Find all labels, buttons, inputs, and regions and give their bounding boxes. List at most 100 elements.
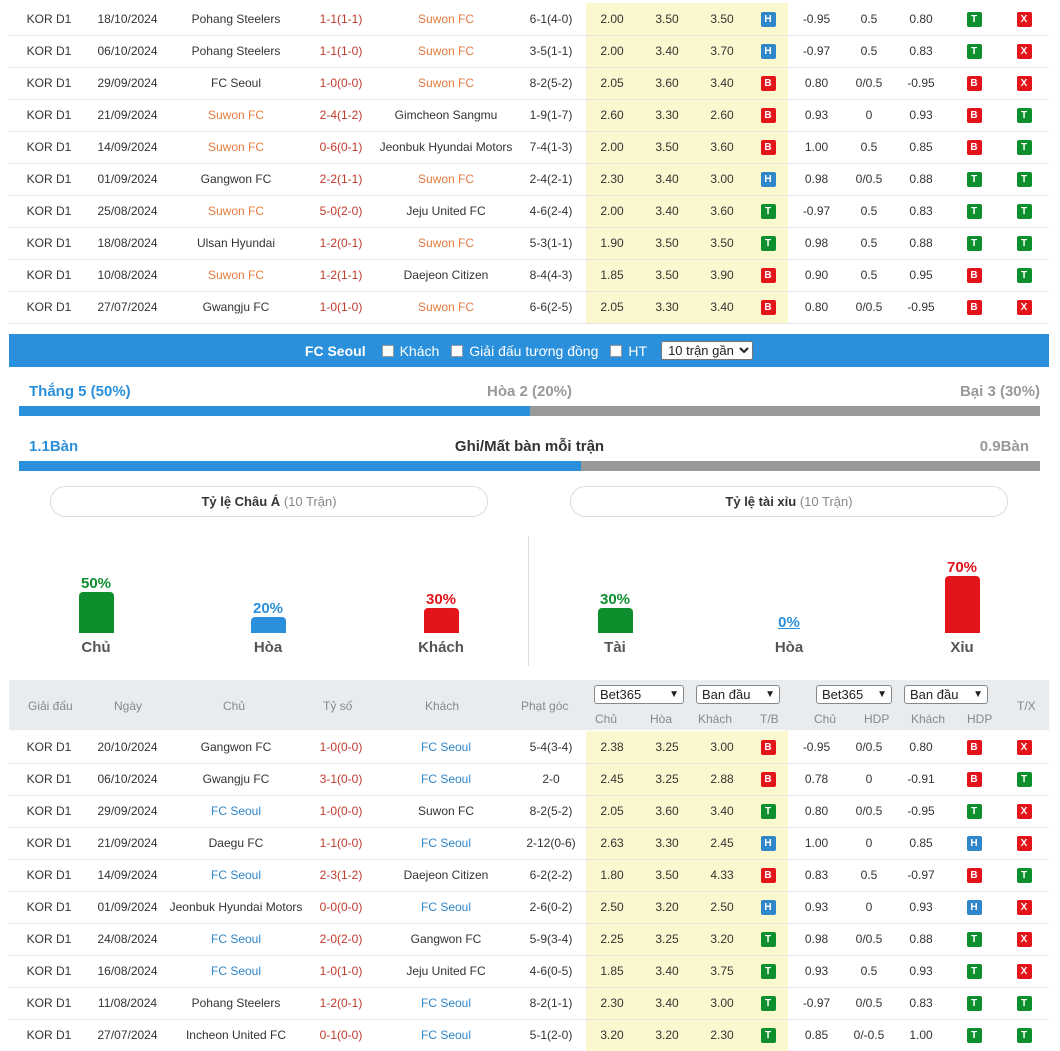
home-team-cell[interactable]: Pohang Steelers	[166, 987, 306, 1020]
away-team-cell[interactable]: Jeju United FC	[376, 195, 516, 228]
table-row[interactable]: KOR D1 25/08/2024 Suwon FC 5-0(2-0) Jeju Uni…	[9, 195, 1049, 228]
odds-type-select-2[interactable]: Ban đầu ▼	[904, 685, 988, 704]
table-row[interactable]: KOR D1 10/08/2024 Suwon FC 1-2(1-1) Daejeon …	[9, 259, 1049, 292]
away-team-cell[interactable]: Jeonbuk Hyundai Motors	[376, 131, 516, 164]
ah-home-cell: 0.98	[788, 163, 845, 196]
home-team-cell[interactable]: FC Seoul	[166, 859, 306, 892]
table-row[interactable]: KOR D1 16/08/2024 FC Seoul 1-0(1-0) Jeju Uni…	[9, 955, 1049, 988]
table-row[interactable]: KOR D1 14/09/2024 Suwon FC 0-6(0-1) Jeonbuk …	[9, 131, 1049, 164]
table-row[interactable]: KOR D1 01/09/2024 Gangwon FC 2-2(1-1) Suwon …	[9, 163, 1049, 196]
away-team-cell[interactable]: Daejeon Citizen	[376, 859, 516, 892]
away-team-cell[interactable]: Suwon FC	[376, 163, 516, 196]
league-cell: KOR D1	[9, 827, 89, 860]
table-row[interactable]: KOR D1 18/08/2024 Ulsan Hyundai 1-2(0-1) Suw…	[9, 227, 1049, 260]
table-row[interactable]: KOR D1 06/10/2024 Pohang Steelers 1-1(1-0) S…	[9, 35, 1049, 68]
hdr-hdp: HDP	[864, 712, 890, 726]
table-row[interactable]: KOR D1 27/07/2024 Gwangju FC 1-0(1-0) Suwon …	[9, 291, 1049, 324]
asian-bar-label: Hòa	[253, 639, 283, 656]
ah-hdp-cell: 0	[845, 99, 893, 132]
home-team-cell[interactable]: FC Seoul	[166, 67, 306, 100]
away-team-cell[interactable]: FC Seoul	[376, 1019, 516, 1051]
home-team-cell[interactable]: Daegu FC	[166, 827, 306, 860]
result-badge: B	[760, 108, 776, 123]
away-checkbox[interactable]	[381, 344, 394, 357]
home-team-cell[interactable]: Suwon FC	[166, 195, 306, 228]
odds-draw-cell: 3.25	[638, 923, 696, 956]
league-cell: KOR D1	[9, 859, 89, 892]
result-badge: T	[1016, 868, 1032, 883]
home-team-cell[interactable]: Pohang Steelers	[166, 3, 306, 36]
result-badge: T	[1016, 1028, 1032, 1043]
date-cell: 06/10/2024	[89, 763, 166, 796]
home-team-cell[interactable]: Jeonbuk Hyundai Motors	[166, 891, 306, 924]
away-team-cell[interactable]: Gangwon FC	[376, 923, 516, 956]
score-cell: 1-1(1-0)	[306, 35, 376, 68]
tx-result-cell: T	[999, 163, 1049, 196]
table-row[interactable]: KOR D1 06/10/2024 Gwangju FC 3-1(0-0) FC Seo…	[9, 763, 1049, 796]
away-team-cell[interactable]: Suwon FC	[376, 67, 516, 100]
table-row[interactable]: KOR D1 27/07/2024 Incheon United FC 0-1(0-0…	[9, 1019, 1049, 1051]
table-row[interactable]: KOR D1 20/10/2024 Gangwon FC 1-0(0-0) FC Seo…	[9, 731, 1049, 764]
hdr-home: Chủ	[223, 699, 246, 713]
table-row[interactable]: KOR D1 18/10/2024 Pohang Steelers 1-1(1-1) S…	[9, 3, 1049, 36]
home-team-cell[interactable]: Suwon FC	[166, 99, 306, 132]
away-team-cell[interactable]: Suwon FC	[376, 291, 516, 324]
away-team-cell[interactable]: FC Seoul	[376, 891, 516, 924]
goals-summary: 1.1Bàn Ghi/Mất bàn mỗi trận 0.9Bàn	[19, 438, 1040, 458]
recent-matches-select[interactable]: 10 trận gần	[661, 341, 754, 360]
corner-cell: 8-4(4-3)	[516, 259, 586, 292]
away-team-cell[interactable]: Jeju United FC	[376, 955, 516, 988]
home-team-cell[interactable]: Gangwon FC	[166, 731, 306, 764]
home-team-cell[interactable]: Suwon FC	[166, 259, 306, 292]
away-team-cell[interactable]: Daejeon Citizen	[376, 259, 516, 292]
away-team-cell[interactable]: Suwon FC	[376, 35, 516, 68]
away-team-cell[interactable]: Suwon FC	[376, 3, 516, 36]
ht-checkbox[interactable]	[610, 344, 623, 357]
date-cell: 10/08/2024	[89, 259, 166, 292]
league-cell: KOR D1	[9, 987, 89, 1020]
date-cell: 29/09/2024	[89, 795, 166, 828]
away-team-cell[interactable]: Suwon FC	[376, 227, 516, 260]
table-row[interactable]: KOR D1 01/09/2024 Jeonbuk Hyundai Motors 0-…	[9, 891, 1049, 924]
home-team-cell[interactable]: FC Seoul	[166, 795, 306, 828]
table-row[interactable]: KOR D1 29/09/2024 FC Seoul 1-0(0-0) Suwon FC…	[9, 795, 1049, 828]
result-badge: T	[760, 204, 776, 219]
result-badge: X	[1016, 804, 1032, 819]
table-row[interactable]: KOR D1 24/08/2024 FC Seoul 2-0(2-0) Gangwon …	[9, 923, 1049, 956]
table-row[interactable]: KOR D1 29/09/2024 FC Seoul 1-0(0-0) Suwon FC…	[9, 67, 1049, 100]
same-league-checkbox[interactable]	[451, 344, 464, 357]
away-team-cell[interactable]: FC Seoul	[376, 731, 516, 764]
tb-result-cell: T	[748, 955, 788, 988]
odds-type-select-1[interactable]: Ban đầu ▼	[696, 685, 780, 704]
away-team-cell[interactable]: FC Seoul	[376, 987, 516, 1020]
home-team-cell[interactable]: FC Seoul	[166, 923, 306, 956]
bookmaker-select-2[interactable]: Bet365 ▼	[816, 685, 892, 704]
home-team-cell[interactable]: Incheon United FC	[166, 1019, 306, 1051]
odds-home-cell: 2.45	[586, 763, 638, 796]
tb-result-cell: H	[748, 35, 788, 68]
result-badge: T	[966, 804, 982, 819]
home-team-cell[interactable]: Gangwon FC	[166, 163, 306, 196]
table-row[interactable]: KOR D1 11/08/2024 Pohang Steelers 1-2(0-1) F…	[9, 987, 1049, 1020]
home-team-cell[interactable]: Suwon FC	[166, 131, 306, 164]
table-row[interactable]: KOR D1 14/09/2024 FC Seoul 2-3(1-2) Daejeon …	[9, 859, 1049, 892]
tx-result-cell: X	[999, 827, 1049, 860]
away-team-cell[interactable]: Suwon FC	[376, 795, 516, 828]
home-team-cell[interactable]: Gwangju FC	[166, 291, 306, 324]
home-team-cell[interactable]: Ulsan Hyundai	[166, 227, 306, 260]
away-team-cell[interactable]: FC Seoul	[376, 763, 516, 796]
table-row[interactable]: KOR D1 21/09/2024 Daegu FC 1-1(0-0) FC Seoul…	[9, 827, 1049, 860]
hdp-result-cell: T	[949, 955, 999, 988]
date-cell: 20/10/2024	[89, 731, 166, 764]
away-team-cell[interactable]: FC Seoul	[376, 827, 516, 860]
bookmaker-select-1[interactable]: Bet365 ▼	[594, 685, 684, 704]
ah-hdp-cell: 0	[845, 763, 893, 796]
home-team-cell[interactable]: Gwangju FC	[166, 763, 306, 796]
home-team-cell[interactable]: FC Seoul	[166, 955, 306, 988]
away-team-cell[interactable]: Gimcheon Sangmu	[376, 99, 516, 132]
home-team-cell[interactable]: Pohang Steelers	[166, 35, 306, 68]
date-cell: 01/09/2024	[89, 891, 166, 924]
table-row[interactable]: KOR D1 21/09/2024 Suwon FC 2-4(1-2) Gimcheon…	[9, 99, 1049, 132]
hdp-result-cell: T	[949, 795, 999, 828]
result-badge: X	[1016, 11, 1032, 27]
